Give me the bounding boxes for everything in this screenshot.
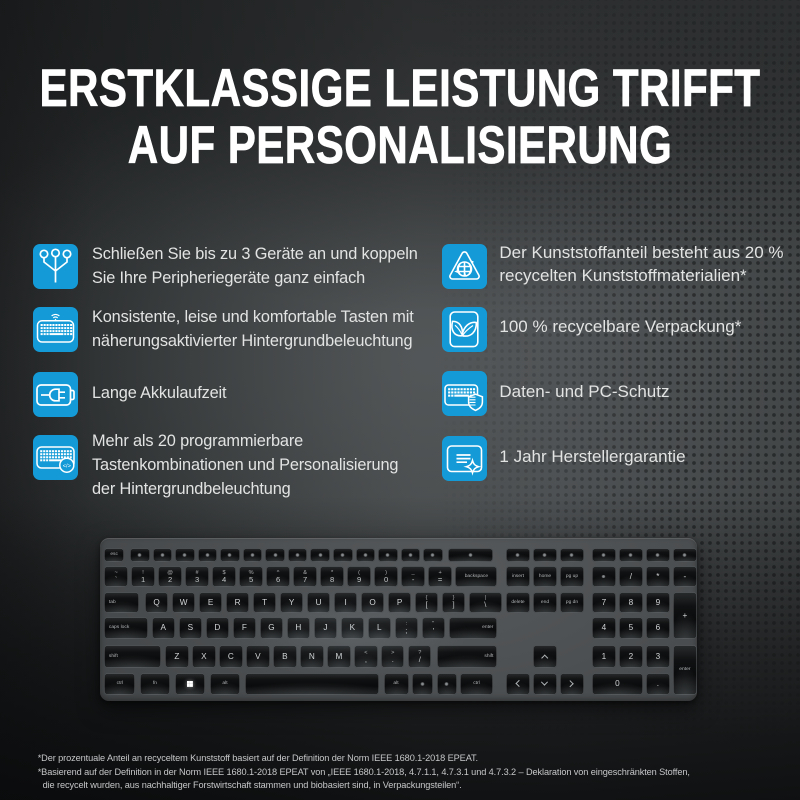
svg-text:</>: </> xyxy=(63,463,71,469)
